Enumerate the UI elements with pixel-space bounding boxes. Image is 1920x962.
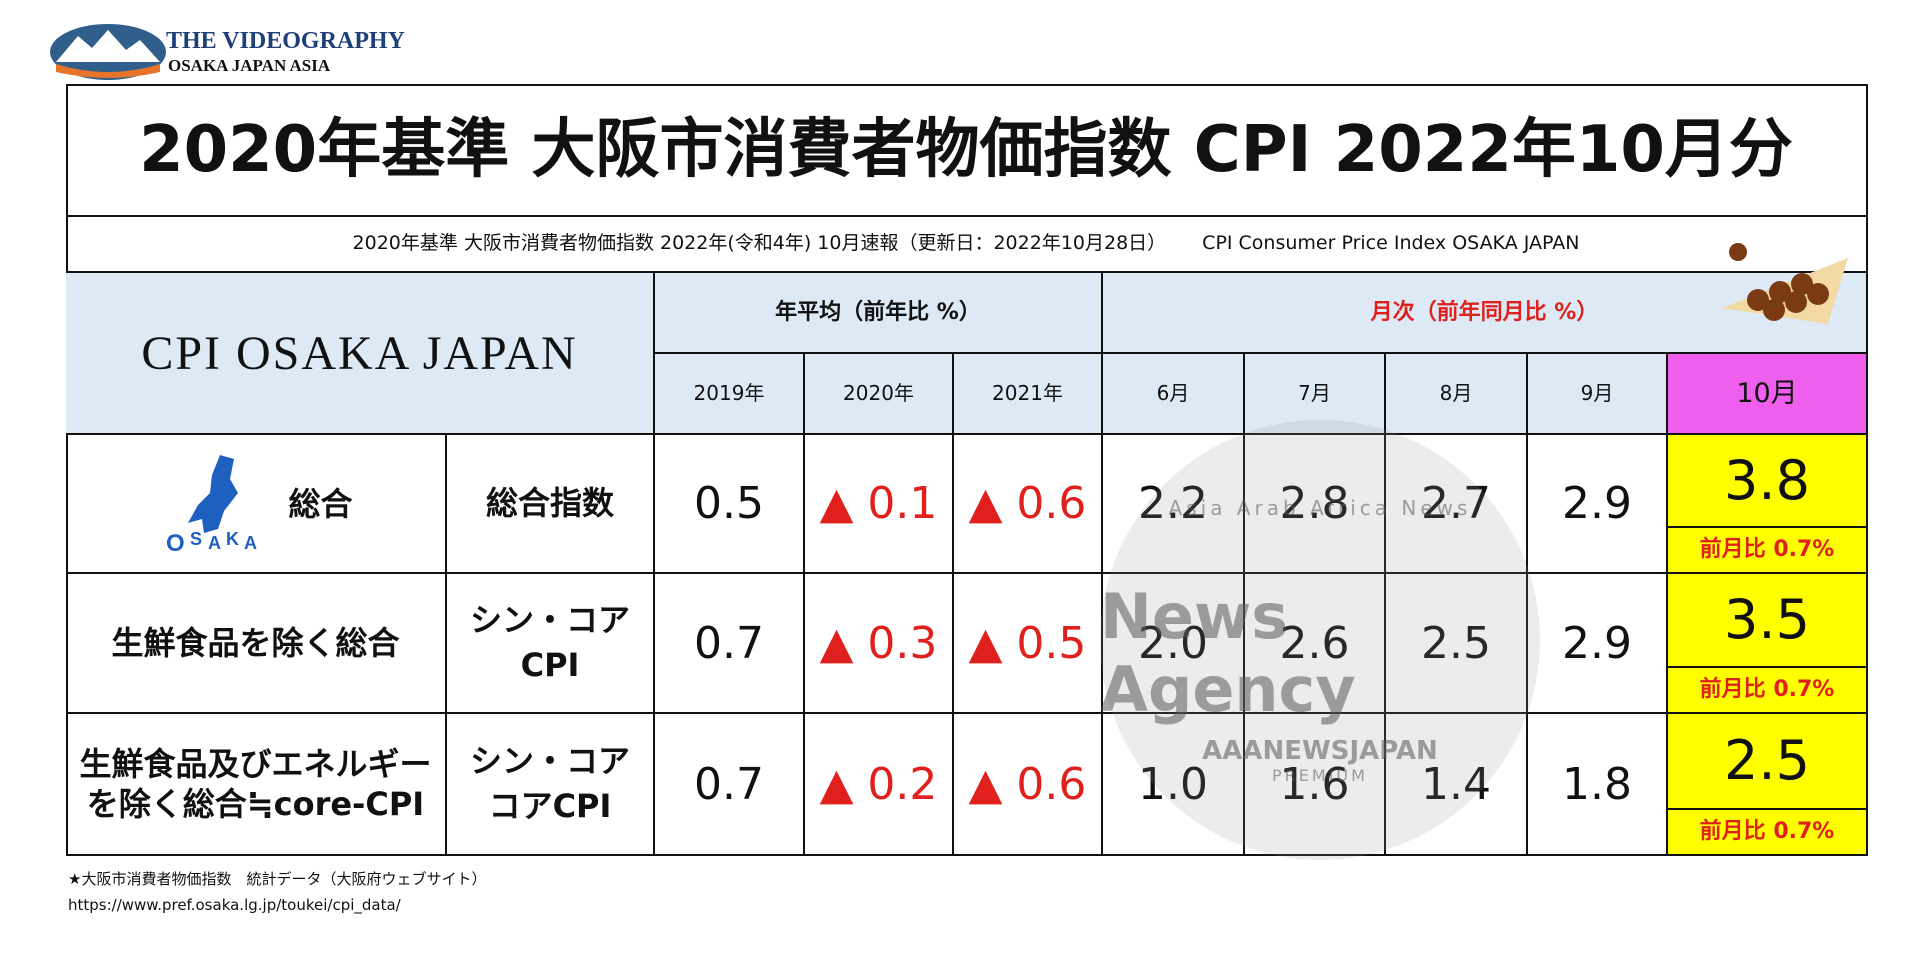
cell-value: 2.0 [1103, 574, 1245, 714]
svg-text:A: A [244, 533, 257, 553]
row-label: 生鮮食品及びエネルギー を除く総合≒core-CPI [66, 714, 447, 856]
cell-value: ▲ 0.5 [954, 574, 1103, 714]
cell-note: 前月比 0.7% [1668, 810, 1868, 856]
cell-value: 0.7 [655, 574, 805, 714]
row-sublabel: シン・コア CPI [447, 574, 655, 714]
cell-value: ▲ 0.6 [954, 435, 1103, 574]
column-header: 7月 [1245, 354, 1386, 435]
svg-text:A: A [208, 533, 221, 553]
column-header: 2019年 [655, 354, 805, 435]
cell-value: ▲ 0.1 [805, 435, 954, 574]
row-label-line: 生鮮食品を除く総合 [111, 624, 400, 662]
cell-value: 2.5 [1386, 574, 1528, 714]
row-sublabel-line: CPI [520, 646, 580, 684]
cell-value: 2.8 [1245, 435, 1386, 574]
cell-value: 1.6 [1245, 714, 1386, 856]
subtitle-row: 2020年基準 大阪市消費者物価指数 2022年(令和4年) 10月速報（更新日… [66, 217, 1868, 273]
row-sublabel-line: 総合指数 [485, 484, 614, 523]
takoyaki-icon [1722, 243, 1848, 324]
row-sublabel: シン・コアコアCPI [447, 714, 655, 856]
title: 2020年基準 大阪市消費者物価指数 CPI 2022年10月分 [66, 84, 1868, 217]
cell-value: 2.6 [1245, 574, 1386, 714]
row-sublabel-line: コアCPI [488, 787, 612, 825]
row-label-text: 総合 [288, 484, 352, 524]
column-header: 9月 [1528, 354, 1668, 435]
logo-title: THE VIDEOGRAPHY [166, 28, 405, 54]
cell-value: 1.0 [1103, 714, 1245, 856]
table [66, 84, 1868, 856]
row-label-text: 生鮮食品及びエネルギー を除く総合≒core-CPI [79, 744, 431, 824]
row-label: O S A K A 総合 [66, 435, 447, 574]
row-sublabel: 総合指数 [447, 435, 655, 574]
cell-value: 1.4 [1386, 714, 1528, 856]
cell-value: 2.7 [1386, 435, 1528, 574]
cell-value: 3.5 [1668, 574, 1868, 668]
group-header: 年平均（前年比 %） [655, 273, 1103, 354]
footer-url: https://www.pref.osaka.lg.jp/toukei/cpi_… [68, 896, 401, 914]
cell-value: 3.8 [1668, 435, 1868, 528]
cell-value: ▲ 0.3 [805, 574, 954, 714]
column-header: 2020年 [805, 354, 954, 435]
cell-value: ▲ 0.2 [805, 714, 954, 856]
row-label-line: 総合 [288, 484, 353, 523]
group-header: 月次（前年同月比 %） [1103, 273, 1868, 354]
logo-icon [50, 24, 166, 80]
cell-value: 0.5 [655, 435, 805, 574]
row-label: 生鮮食品を除く総合 [66, 574, 447, 714]
svg-text:O: O [166, 530, 185, 557]
cell-note: 前月比 0.7% [1668, 668, 1868, 714]
cell-value: 1.8 [1528, 714, 1668, 856]
svg-text:K: K [226, 529, 239, 549]
subtitle: 2020年基準 大阪市消費者物価指数 2022年(令和4年) 10月速報（更新日… [352, 232, 1167, 255]
cell-value: 2.2 [1103, 435, 1245, 574]
row-sublabel-line: シン・コア [469, 742, 630, 781]
row-sublabel-line: シン・コア [469, 601, 630, 640]
column-header: 6月 [1103, 354, 1245, 435]
column-header: 2021年 [954, 354, 1103, 435]
cell-value: 0.7 [655, 714, 805, 856]
row-label-text: 生鮮食品を除く総合 [111, 623, 399, 663]
brand: CPI OSAKA JAPAN [66, 273, 655, 435]
cell-value: ▲ 0.6 [954, 714, 1103, 856]
cell-value: 2.9 [1528, 574, 1668, 714]
column-header: 8月 [1386, 354, 1528, 435]
cell-value: 2.5 [1668, 714, 1868, 810]
footer-source: ★大阪市消費者物価指数 統計データ（大阪府ウェブサイト） [68, 870, 487, 888]
cell-note: 前月比 0.7% [1668, 528, 1868, 574]
row-label-line: を除く総合≒core-CPI [86, 785, 425, 823]
cell-value: 2.9 [1528, 435, 1668, 574]
svg-text:S: S [190, 529, 202, 549]
subtitle-en: CPI Consumer Price Index OSAKA JAPAN [1202, 232, 1580, 255]
logo-subtitle: OSAKA JAPAN ASIA [168, 56, 331, 75]
row-label-line: 生鮮食品及びエネルギー [79, 745, 432, 783]
column-header: 10月 [1668, 354, 1868, 435]
